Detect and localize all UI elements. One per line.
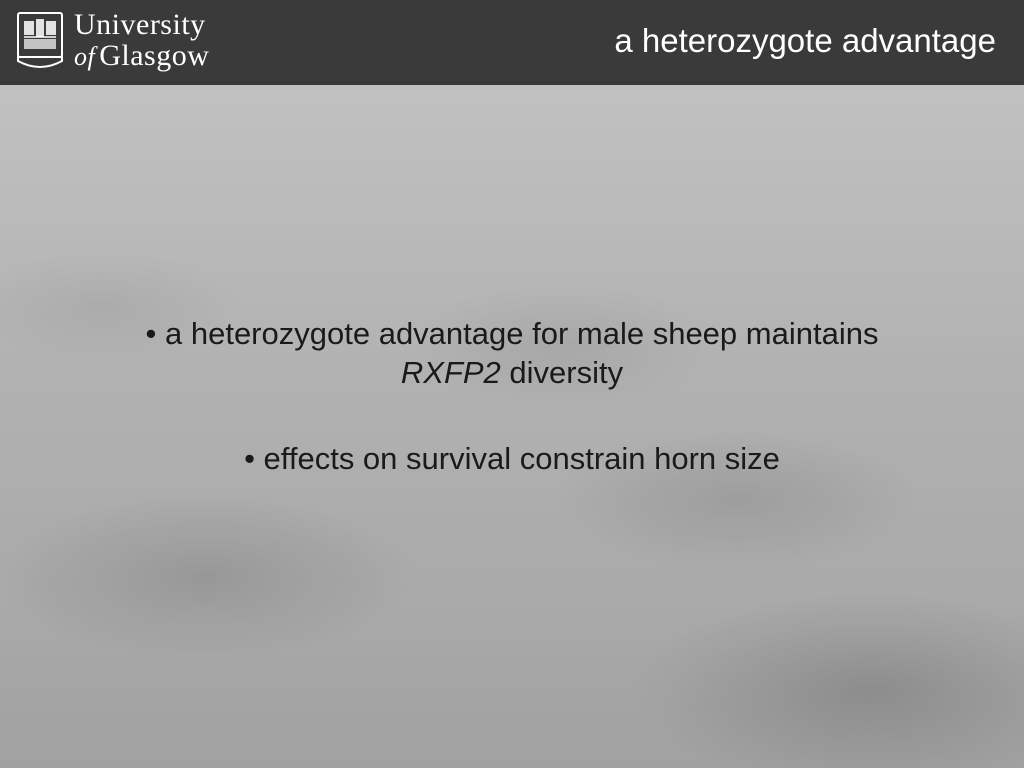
slide-title: a heterozygote advantage <box>614 22 996 60</box>
logo-glasgow: Glasgow <box>99 39 209 72</box>
bullet-2: • effects on survival constrain horn siz… <box>244 439 780 479</box>
bullet-2-prefix: • effects on survival constrain horn siz… <box>244 441 780 476</box>
crest-icon <box>16 11 64 71</box>
logo-text: University ofGlasgow <box>74 10 209 71</box>
bullet-1-prefix: • a heterozygote advantage for male shee… <box>146 316 879 351</box>
bullet-1-italic: RXFP2 <box>401 355 501 390</box>
university-logo: University ofGlasgow <box>16 10 209 71</box>
slide-body: • a heterozygote advantage for male shee… <box>0 85 1024 767</box>
bullet-1: • a heterozygote advantage for male shee… <box>102 314 922 393</box>
logo-line-2: ofGlasgow <box>74 41 209 72</box>
logo-of: of <box>74 42 95 71</box>
logo-line-1: University <box>74 10 209 41</box>
slide-header: University ofGlasgow a heterozygote adva… <box>0 0 1024 85</box>
bullet-1-suffix: diversity <box>501 355 623 390</box>
